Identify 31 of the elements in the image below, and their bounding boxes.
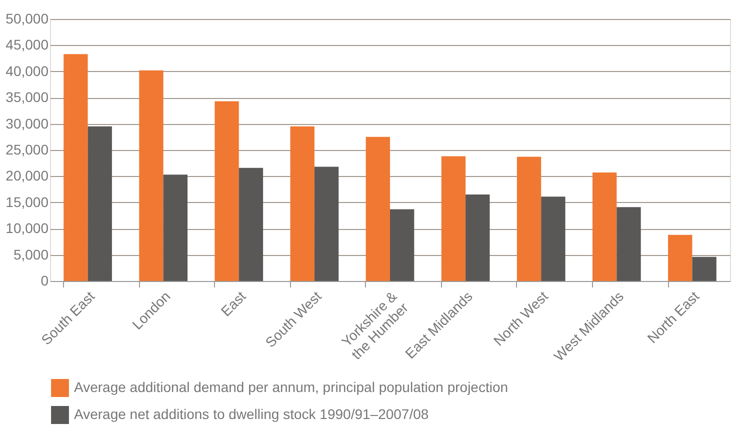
bar [366,136,390,281]
bar [314,166,339,281]
bar [441,156,466,281]
bar [592,172,617,281]
y-tick-label: 25,000 [6,142,49,158]
legend-label: Average net additions to dwelling stock 1990/91–2007/08 [74,406,429,422]
bar [238,168,264,281]
bar [214,101,239,281]
y-tick-label: 10,000 [6,220,49,236]
bar [516,156,542,281]
y-tick-label: 50,000 [6,10,49,26]
y-tick-label: 0 [40,272,49,288]
bar [668,234,692,281]
bar [541,196,566,281]
y-tick-label: 45,000 [6,36,49,53]
legend-label: Average additional demand per annum, principal population projection [74,379,508,395]
y-tick-label: 35,000 [6,89,49,106]
bar [466,194,490,281]
y-tick-label: 15,000 [6,194,49,210]
y-tick-label: 40,000 [6,62,49,79]
bar [88,126,112,281]
y-tick-label: 30,000 [6,115,49,132]
bar [139,70,164,281]
y-tick-label: 5,000 [13,246,49,262]
bar [692,256,716,281]
bar [616,207,641,281]
bar [290,126,314,281]
bar [64,54,88,281]
bar [163,174,188,281]
y-tick-label: 20,000 [6,168,49,184]
bar [390,209,414,281]
